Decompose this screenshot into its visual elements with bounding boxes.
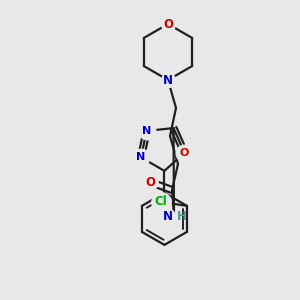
Text: O: O (145, 176, 155, 188)
Text: Cl: Cl (154, 195, 167, 208)
Text: N: N (163, 74, 173, 86)
Text: O: O (163, 17, 173, 31)
Text: N: N (136, 152, 146, 162)
Text: N: N (163, 209, 173, 223)
Text: H: H (177, 209, 187, 223)
Text: N: N (142, 126, 151, 136)
Text: O: O (180, 148, 189, 158)
